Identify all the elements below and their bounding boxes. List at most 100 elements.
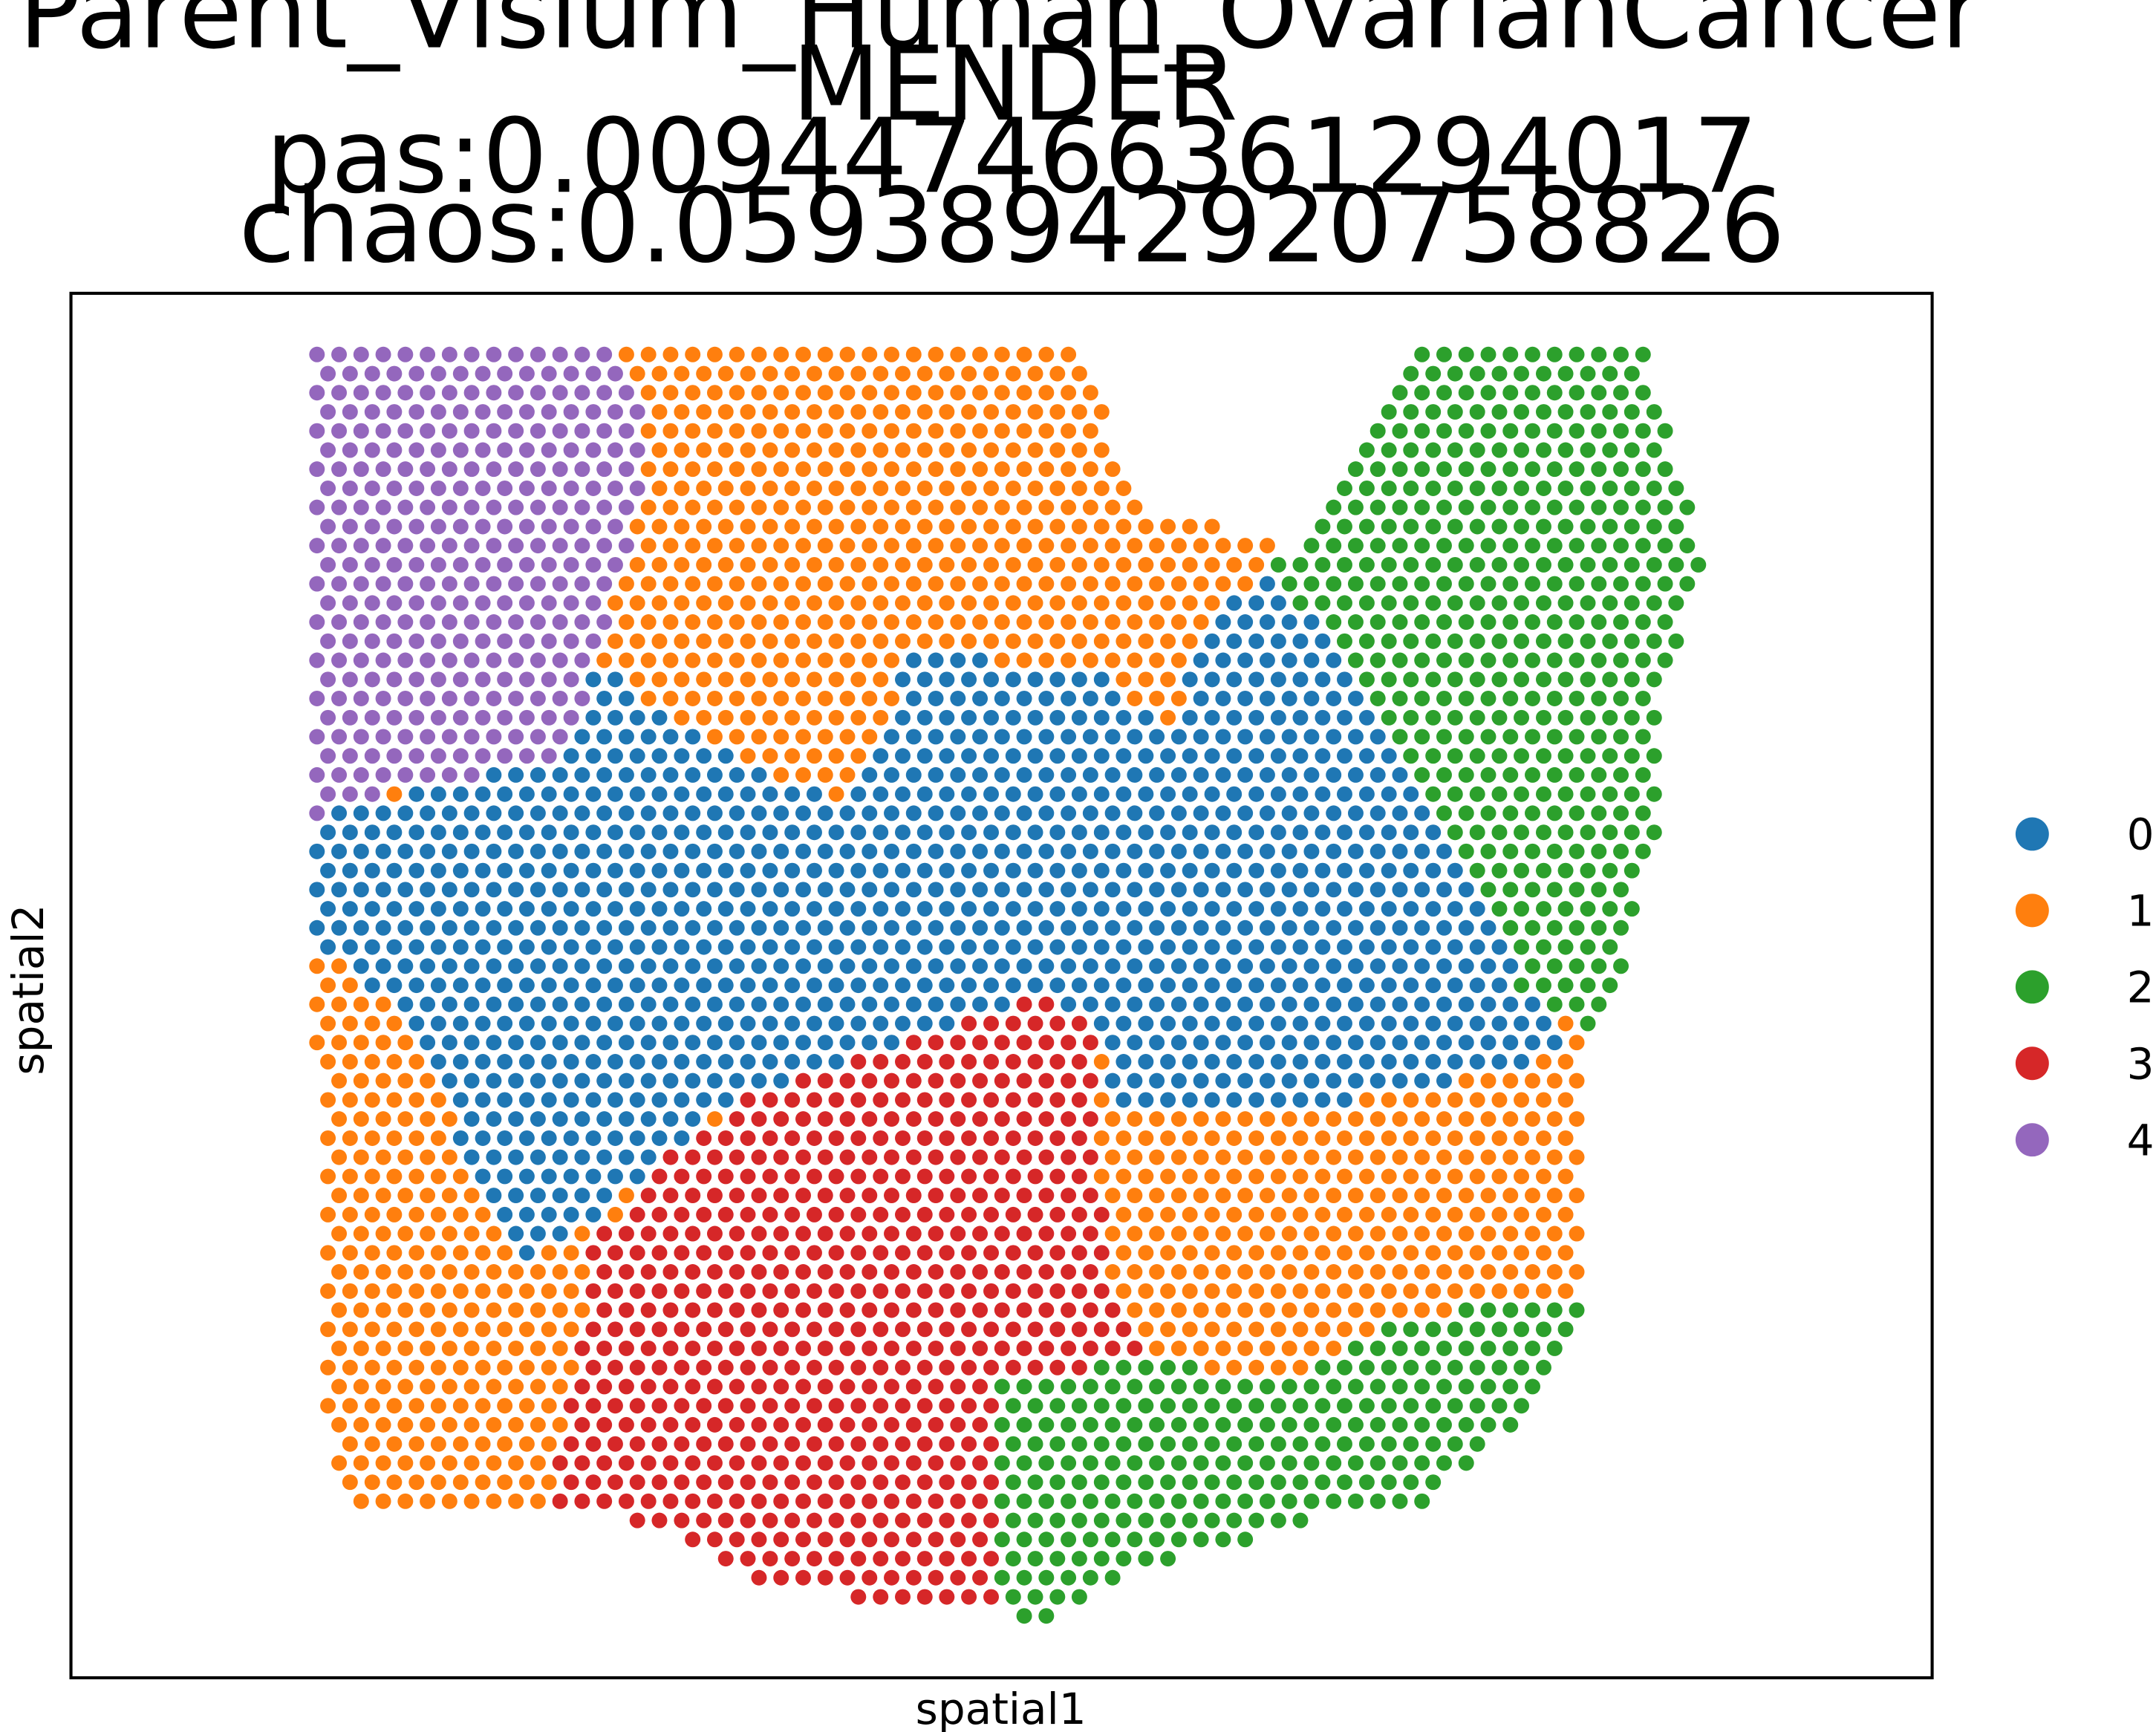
spot-cluster-1 [762, 748, 778, 764]
spot-cluster-3 [751, 1531, 767, 1548]
spot-cluster-3 [640, 1493, 657, 1509]
spot-cluster-0 [806, 977, 822, 994]
spot-cluster-3 [762, 1551, 778, 1567]
spot-cluster-0 [530, 766, 546, 783]
spot-cluster-0 [972, 729, 989, 745]
spot-cluster-0 [574, 1111, 590, 1127]
spot-cluster-1 [353, 1455, 369, 1471]
spot-cluster-2 [1613, 385, 1629, 401]
spot-cluster-3 [972, 1378, 989, 1395]
spot-cluster-1 [1104, 1188, 1121, 1204]
spot-cluster-4 [331, 576, 348, 592]
spot-cluster-1 [806, 556, 822, 573]
spot-cluster-2 [1436, 385, 1452, 401]
spot-cluster-2 [1281, 576, 1297, 592]
spot-cluster-0 [696, 939, 712, 955]
spot-cluster-2 [1557, 365, 1574, 382]
spot-cluster-1 [651, 442, 668, 458]
spot-cluster-0 [1303, 843, 1320, 859]
spot-cluster-3 [1071, 1321, 1087, 1338]
spot-cluster-3 [928, 1188, 944, 1204]
spot-cluster-2 [1027, 1398, 1043, 1414]
spot-cluster-1 [1149, 690, 1165, 706]
spot-cluster-1 [375, 1035, 391, 1051]
spot-cluster-0 [905, 652, 922, 668]
spot-cluster-1 [1270, 1168, 1286, 1185]
spot-cluster-0 [828, 1054, 844, 1070]
spot-cluster-3 [640, 1264, 657, 1280]
spot-cluster-1 [717, 671, 734, 688]
spot-cluster-2 [1657, 499, 1673, 515]
spot-cluster-0 [884, 805, 900, 821]
spot-cluster-0 [916, 939, 933, 955]
spot-cluster-1 [618, 576, 634, 592]
spot-cluster-4 [497, 365, 513, 382]
spot-cluster-1 [862, 461, 878, 478]
spot-cluster-3 [983, 1283, 1000, 1299]
spot-cluster-1 [1248, 1283, 1265, 1299]
spot-cluster-0 [541, 977, 557, 994]
spot-cluster-2 [1646, 786, 1662, 802]
spot-cluster-0 [983, 786, 1000, 802]
spot-cluster-0 [939, 786, 955, 802]
spot-cluster-1 [1458, 1111, 1474, 1127]
spot-cluster-3 [994, 1072, 1010, 1089]
spot-cluster-2 [1425, 1359, 1442, 1375]
spot-cluster-0 [574, 882, 590, 898]
spot-cluster-2 [1436, 729, 1452, 745]
spot-cluster-2 [1447, 1359, 1463, 1375]
spot-cluster-0 [1104, 729, 1121, 745]
spot-cluster-2 [1557, 901, 1574, 917]
spot-cluster-1 [740, 442, 756, 458]
spot-cluster-0 [961, 862, 977, 879]
spot-cluster-3 [717, 1551, 734, 1567]
spot-cluster-2 [1602, 404, 1618, 420]
spot-cluster-0 [1347, 1072, 1364, 1089]
spot-cluster-0 [1049, 786, 1066, 802]
spot-cluster-2 [1557, 595, 1574, 611]
spot-cluster-2 [1657, 576, 1673, 592]
spot-cluster-0 [961, 748, 977, 764]
spot-cluster-3 [795, 1072, 811, 1089]
spot-cluster-1 [884, 346, 900, 362]
spot-cluster-1 [1403, 1206, 1419, 1223]
spot-cluster-4 [486, 461, 502, 478]
spot-cluster-2 [1193, 1531, 1209, 1548]
spot-cluster-1 [364, 1168, 380, 1185]
spot-cluster-3 [795, 1264, 811, 1280]
spot-cluster-0 [817, 843, 833, 859]
spot-cluster-1 [706, 385, 723, 401]
spot-cluster-3 [939, 1321, 955, 1338]
spot-cluster-2 [1259, 1416, 1275, 1433]
spot-cluster-3 [828, 1245, 844, 1261]
spot-cluster-2 [1569, 690, 1585, 706]
spot-cluster-0 [817, 1035, 833, 1051]
spot-cluster-0 [1370, 1072, 1386, 1089]
spot-cluster-3 [806, 1512, 822, 1528]
spot-cluster-1 [1138, 1245, 1154, 1261]
spot-cluster-0 [552, 1149, 568, 1165]
spot-cluster-3 [1061, 1340, 1077, 1356]
spot-cluster-3 [939, 1359, 955, 1375]
spot-cluster-0 [1170, 882, 1187, 898]
spot-cluster-0 [1170, 1072, 1187, 1089]
spot-cluster-0 [386, 824, 403, 841]
spot-cluster-1 [1436, 1111, 1452, 1127]
spot-cluster-2 [1525, 538, 1540, 554]
spot-cluster-2 [1182, 1474, 1198, 1491]
spot-cluster-0 [706, 766, 723, 783]
spot-cluster-0 [1458, 1035, 1474, 1051]
spot-cluster-1 [386, 1245, 403, 1261]
spot-cluster-2 [1502, 385, 1519, 401]
spot-cluster-3 [1061, 1264, 1077, 1280]
spot-cluster-1 [530, 1416, 546, 1433]
spot-cluster-0 [828, 977, 844, 994]
spot-cluster-4 [441, 538, 457, 554]
spot-cluster-4 [452, 404, 469, 420]
spot-cluster-3 [784, 1206, 801, 1223]
spot-cluster-0 [994, 766, 1010, 783]
spot-cluster-1 [1546, 1188, 1563, 1204]
spot-cluster-1 [430, 1436, 446, 1452]
spot-cluster-1 [696, 633, 712, 649]
spot-cluster-3 [850, 1512, 867, 1528]
